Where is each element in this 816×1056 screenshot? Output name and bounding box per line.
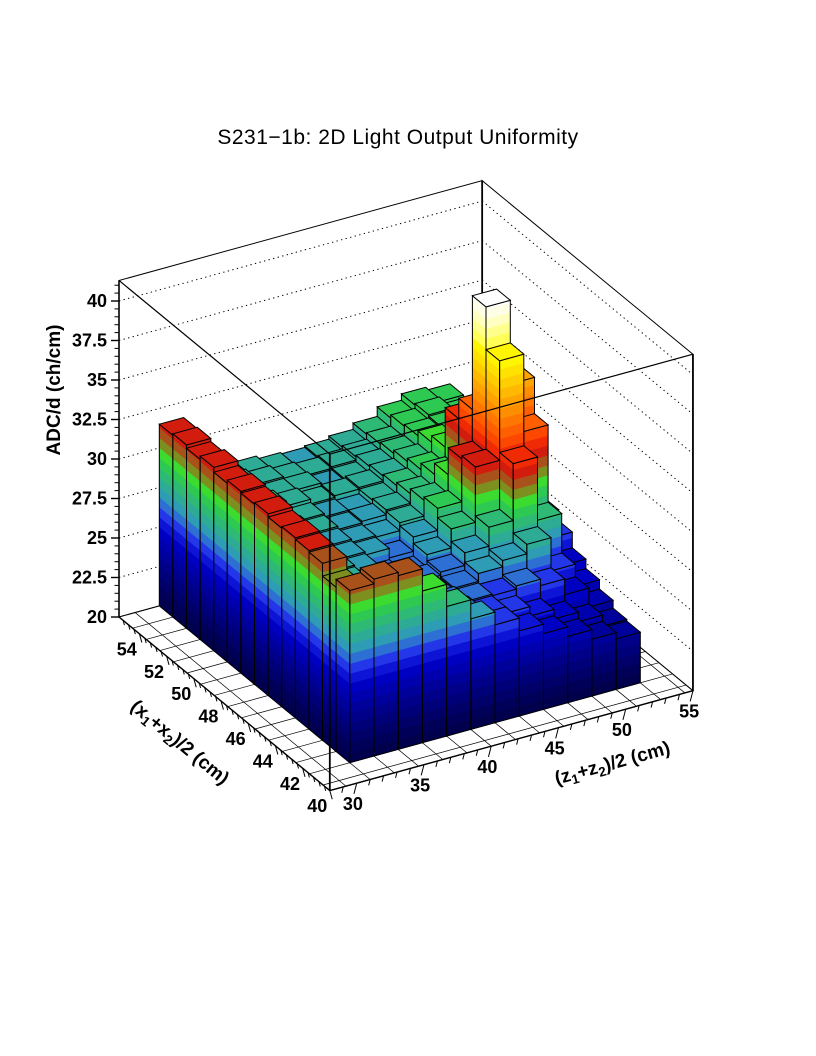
frame-edges <box>118 279 694 791</box>
z-axis: 20 22.5 25 27.5 30 32.5 35 37.5 40 ADC/d (ch/cm) <box>44 280 120 627</box>
x-tick-label: 42 <box>280 774 300 794</box>
x-tick-label: 40 <box>307 796 327 816</box>
z-tick-label: 30 <box>87 449 107 469</box>
x-tick-label: 44 <box>253 751 273 771</box>
y-tick-label: 50 <box>612 720 632 740</box>
y-tick-label: 55 <box>679 701 699 721</box>
y-tick-label: 45 <box>545 738 565 758</box>
y-axis-title: (z1+z2)/2 (cm) <box>552 738 673 792</box>
y-tick-label: 30 <box>343 794 363 814</box>
z-tick-label: 27.5 <box>72 489 107 509</box>
x-tick-label: 50 <box>171 684 191 704</box>
z-tick-label: 20 <box>87 607 107 627</box>
z-tick-label: 37.5 <box>72 331 107 351</box>
x-tick-label: 46 <box>226 729 246 749</box>
z-tick-label: 35 <box>87 370 107 390</box>
x-tick-label: 48 <box>198 707 218 727</box>
x-tick-label: 54 <box>117 639 137 659</box>
lego-bar <box>335 572 376 764</box>
lego-bars <box>158 288 642 764</box>
plot-title: S231−1b: 2D Light Output Uniformity <box>217 126 579 149</box>
z-axis-title: ADC/d (ch/cm) <box>44 325 65 456</box>
z-tick-label: 25 <box>87 528 107 548</box>
y-tick-label: 35 <box>410 775 430 795</box>
y-tick-label: 40 <box>477 757 497 777</box>
x-tick-label: 52 <box>144 662 164 682</box>
z-tick-label: 40 <box>87 291 107 311</box>
z-tick-label: 32.5 <box>72 410 107 430</box>
z-tick-label: 22.5 <box>72 568 107 588</box>
